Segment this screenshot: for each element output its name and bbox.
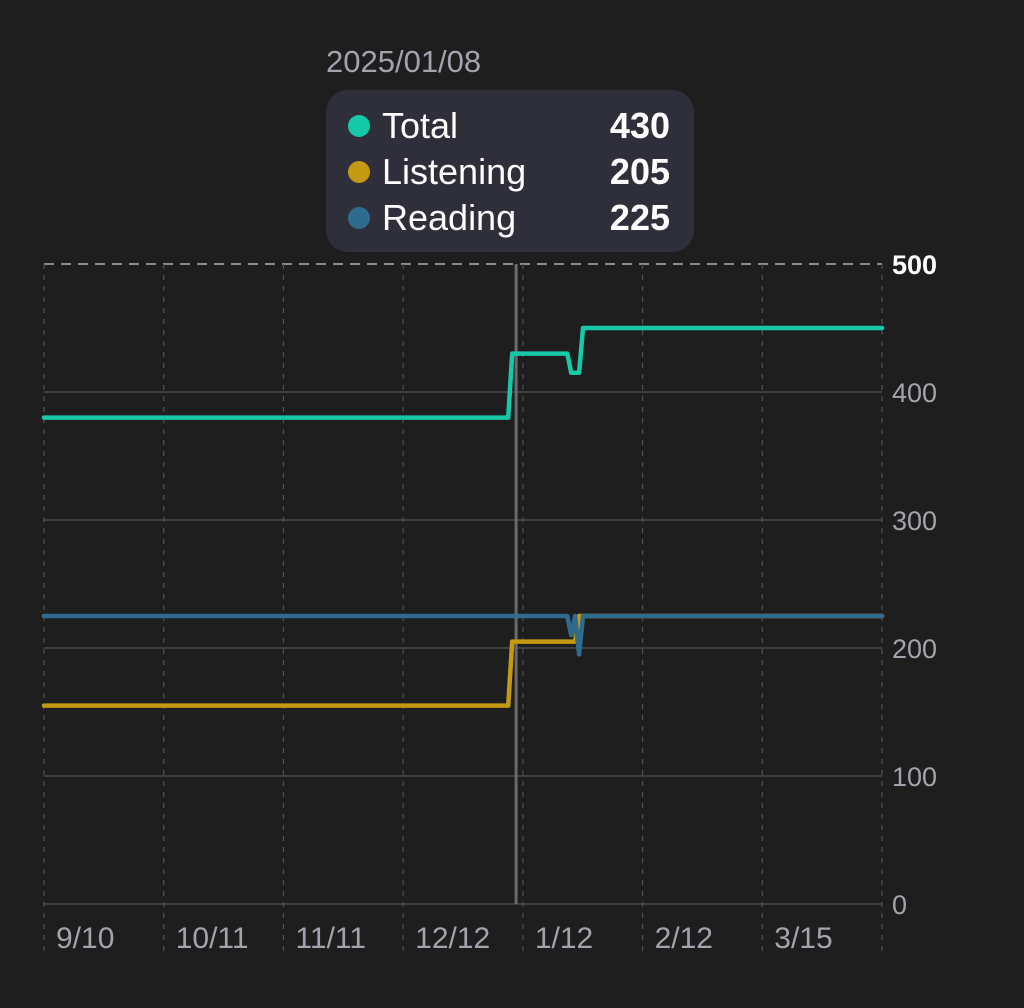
series-line-listening — [41, 613, 885, 708]
y-tick-label: 200 — [892, 634, 937, 664]
y-tick-label: 500 — [892, 250, 937, 280]
x-tick-label: 11/11 — [295, 922, 366, 955]
legend-dot-reading — [348, 207, 370, 229]
tooltip-value-total: 430 — [609, 105, 670, 146]
tooltip-label-listening: Listening — [382, 151, 527, 192]
x-tick-label: 2/12 — [655, 922, 713, 955]
series-line-total — [41, 325, 885, 420]
x-tick-label: 9/10 — [56, 922, 114, 955]
y-tick-label: 400 — [892, 378, 937, 408]
series-line-reading — [41, 613, 885, 657]
x-tick-label: 10/11 — [176, 922, 249, 955]
legend-dot-total — [348, 115, 370, 137]
y-tick-label: 100 — [892, 762, 937, 792]
tooltip-row-total: Total 430 — [348, 103, 670, 149]
legend-dot-listening — [348, 161, 370, 183]
tooltip-row-listening: Listening 205 — [348, 149, 670, 195]
x-tick-label: 1/12 — [535, 922, 593, 955]
tooltip-label-reading: Reading — [382, 197, 517, 238]
x-tick-label: 3/15 — [774, 922, 832, 955]
tooltip: Total 430 Listening 205 Reading 225 — [326, 90, 694, 252]
y-tick-label: 0 — [892, 890, 907, 920]
x-tick-label: 12/12 — [415, 922, 490, 955]
tooltip-date: 2025/01/08 — [326, 44, 482, 79]
tooltip-value-listening: 205 — [609, 151, 670, 192]
tooltip-row-reading: Reading 225 — [348, 195, 670, 241]
y-tick-label: 300 — [892, 506, 937, 536]
tooltip-value-reading: 225 — [609, 197, 670, 238]
tooltip-label-total: Total — [382, 105, 459, 146]
